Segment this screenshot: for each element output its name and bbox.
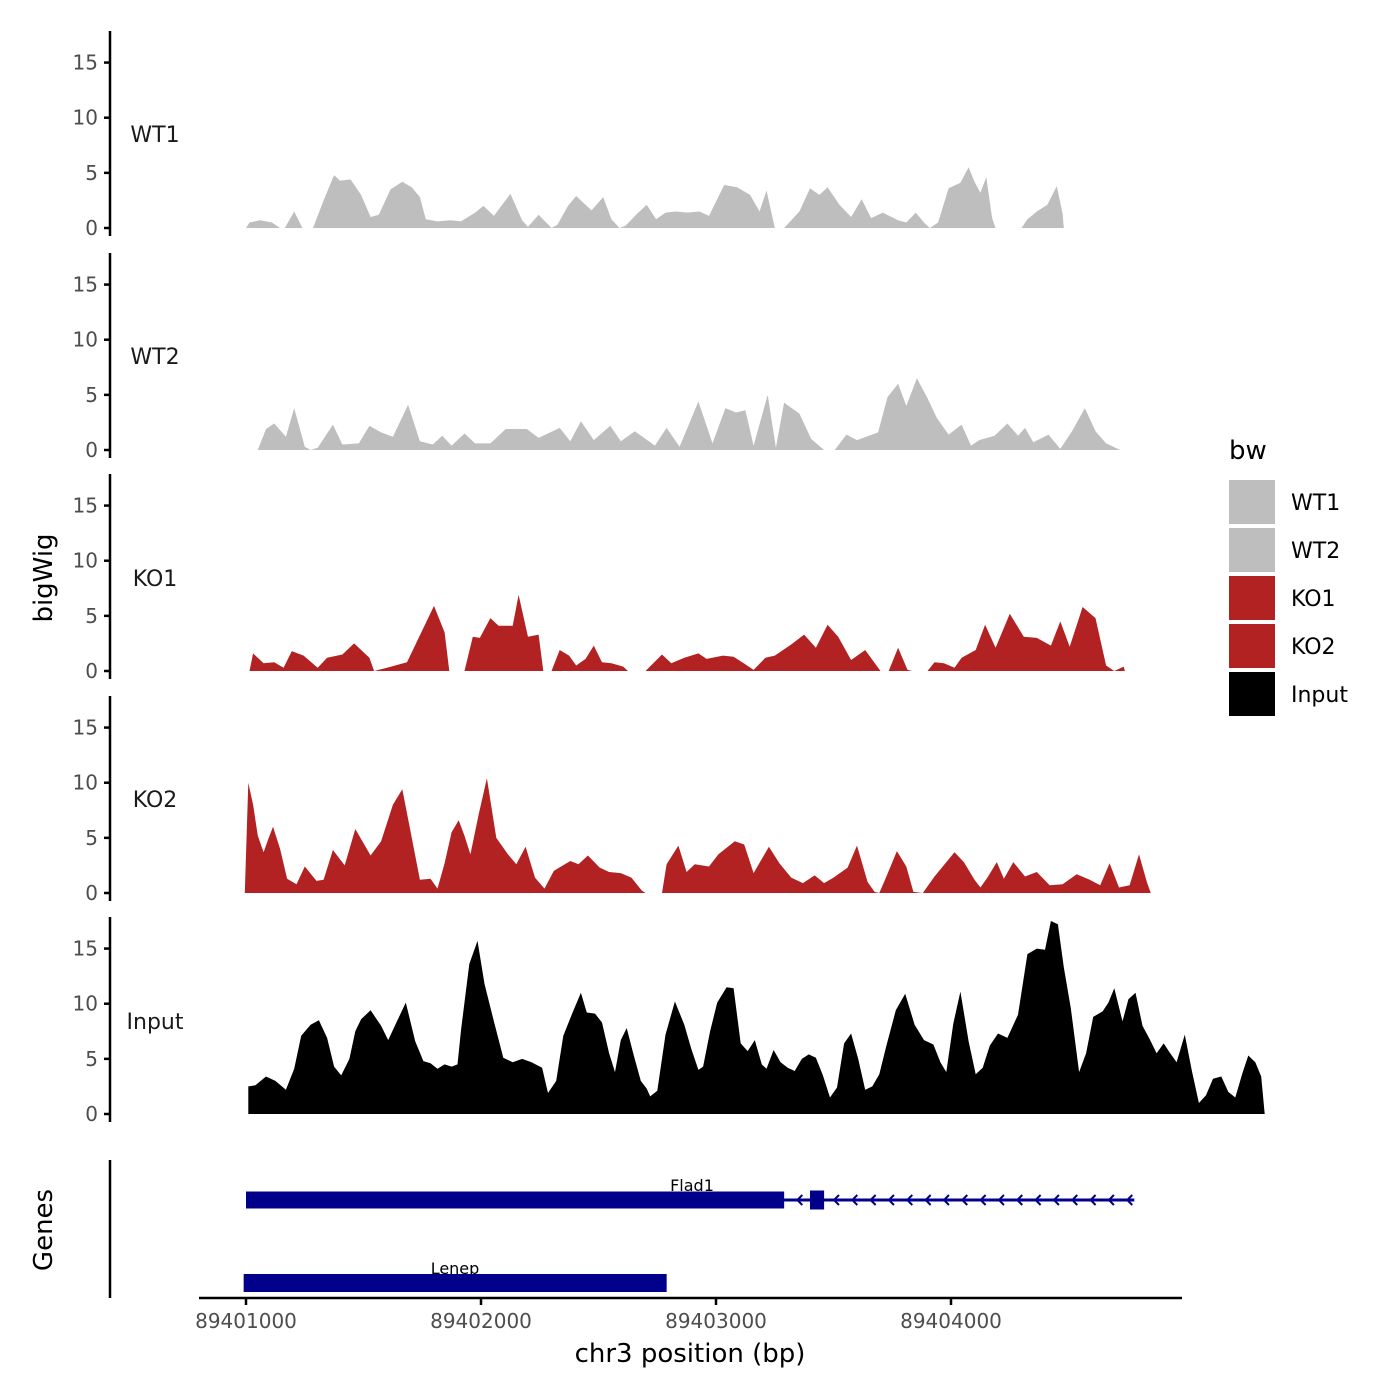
track-label-ko1: KO1 [133, 567, 178, 592]
strand-arrow-flad1 [1089, 1194, 1097, 1206]
legend-label-ko1: KO1 [1291, 587, 1336, 612]
y-tick-label-ko2-15: 15 [73, 716, 98, 740]
strand-arrow-flad1 [960, 1194, 968, 1206]
x-axis: 89401000 89402000 89403000 89404000 chr3… [195, 1296, 1182, 1369]
y-tick-label-wt1-5: 5 [85, 161, 98, 185]
strand-arrow-flad1 [942, 1194, 950, 1206]
y-tick-label-ko2-0: 0 [85, 881, 98, 905]
y-tick-label-wt2-0: 0 [85, 438, 98, 462]
y-tick-label-wt2-15: 15 [73, 273, 98, 297]
strand-arrow-flad1 [1070, 1194, 1078, 1206]
strand-arrow-flad1 [887, 1194, 895, 1206]
strand-arrow-flad1 [1015, 1194, 1023, 1206]
coverage-area-input [248, 921, 1265, 1114]
y-tick-label-input-10: 10 [73, 992, 98, 1016]
gene-flad1: Flad1 [246, 1176, 1135, 1210]
strand-arrow-flad1 [979, 1194, 987, 1206]
y-tick-label-input-15: 15 [73, 937, 98, 961]
track-panel-ko2: KO2 0 5 10 15 [73, 696, 1151, 905]
track-panel-wt1: WT1 0 5 10 15 [73, 31, 1064, 240]
x-axis-title: chr3 position (bp) [575, 1339, 806, 1369]
x-tick-label-89401000: 89401000 [195, 1309, 297, 1333]
track-panel-input: Input 0 5 10 15 [73, 917, 1265, 1126]
legend-label-ko2: KO2 [1291, 635, 1336, 660]
track-label-wt1: WT1 [130, 123, 179, 148]
y-tick-label-wt2-5: 5 [85, 383, 98, 407]
gene-lenep: Lenep [243, 1259, 667, 1292]
legend-label-wt1: WT1 [1291, 491, 1340, 516]
legend-key-input [1229, 672, 1275, 716]
gene-label-lenep: Lenep [431, 1259, 480, 1278]
legend-key-ko2 [1229, 624, 1275, 668]
y-tick-label-ko2-10: 10 [73, 771, 98, 795]
legend-key-wt2 [1229, 528, 1275, 572]
gene-exon-lenep-1 [243, 1274, 667, 1292]
x-tick-label-89404000: 89404000 [900, 1309, 1002, 1333]
coverage-area-wt1 [246, 167, 1064, 228]
gene-label-flad1: Flad1 [670, 1176, 714, 1195]
legend-key-wt1 [1229, 480, 1275, 524]
strand-arrow-flad1 [1034, 1194, 1042, 1206]
track-panel-ko1: KO1 0 5 10 15 [73, 474, 1125, 683]
strand-arrow-flad1 [795, 1194, 804, 1206]
strand-arrow-flad1 [832, 1194, 840, 1206]
legend-title: bw [1229, 436, 1267, 466]
track-panel-wt2: WT2 0 5 10 15 [73, 253, 1121, 462]
y-tick-label-ko1-0: 0 [85, 659, 98, 683]
legend-item-input: Input [1229, 672, 1348, 716]
track-label-wt2: WT2 [130, 345, 179, 370]
legend-item-ko2: KO2 [1229, 624, 1336, 668]
y-tick-label-ko2-5: 5 [85, 826, 98, 850]
y-tick-label-wt1-10: 10 [73, 106, 98, 130]
track-label-ko2: KO2 [133, 788, 178, 813]
genes-panel: Genes Flad1 Lenep [29, 1160, 1135, 1298]
legend: bw WT1 WT2 KO1 KO2 Input [1229, 436, 1348, 716]
strand-arrow-flad1 [814, 1194, 822, 1206]
strand-arrow-flad1 [1052, 1194, 1060, 1206]
y-tick-label-wt2-10: 10 [73, 328, 98, 352]
strand-arrow-flad1 [924, 1194, 932, 1206]
coverage-area-ko2 [244, 778, 1151, 893]
y-tick-label-input-5: 5 [85, 1047, 98, 1071]
y-tick-label-ko1-15: 15 [73, 494, 98, 518]
strand-arrow-flad1 [1125, 1194, 1133, 1206]
y-axis-title-bigwig: bigWig [29, 533, 59, 622]
strand-arrow-flad1 [997, 1194, 1005, 1206]
legend-label-input: Input [1291, 683, 1348, 708]
gene-exon-flad1-1 [246, 1191, 785, 1209]
strand-arrow-flad1 [850, 1194, 859, 1206]
y-tick-label-ko1-10: 10 [73, 549, 98, 573]
y-tick-label-input-0: 0 [85, 1102, 98, 1126]
track-label-input: Input [127, 1010, 184, 1035]
strand-arrow-flad1 [869, 1194, 877, 1206]
legend-item-ko1: KO1 [1229, 576, 1336, 620]
y-tick-label-wt1-0: 0 [85, 216, 98, 240]
coverage-tracks: WT1 0 5 10 15 WT2 0 5 10 15 KO1 0 5 10 15 KO2 0 5 1… [73, 31, 1265, 1126]
x-tick-label-89402000: 89402000 [430, 1309, 532, 1333]
y-tick-label-wt1-15: 15 [73, 51, 98, 75]
legend-item-wt1: WT1 [1229, 480, 1340, 524]
y-axis-title-genes: Genes [29, 1189, 59, 1271]
y-tick-label-ko1-5: 5 [85, 604, 98, 628]
legend-label-wt2: WT2 [1291, 539, 1340, 564]
coverage-area-ko1 [249, 594, 1125, 671]
legend-key-ko1 [1229, 576, 1275, 620]
strand-arrow-flad1 [1107, 1194, 1115, 1206]
x-tick-label-89403000: 89403000 [665, 1309, 767, 1333]
coverage-area-wt2 [257, 378, 1121, 450]
strand-arrow-flad1 [905, 1194, 913, 1206]
legend-item-wt2: WT2 [1229, 528, 1340, 572]
